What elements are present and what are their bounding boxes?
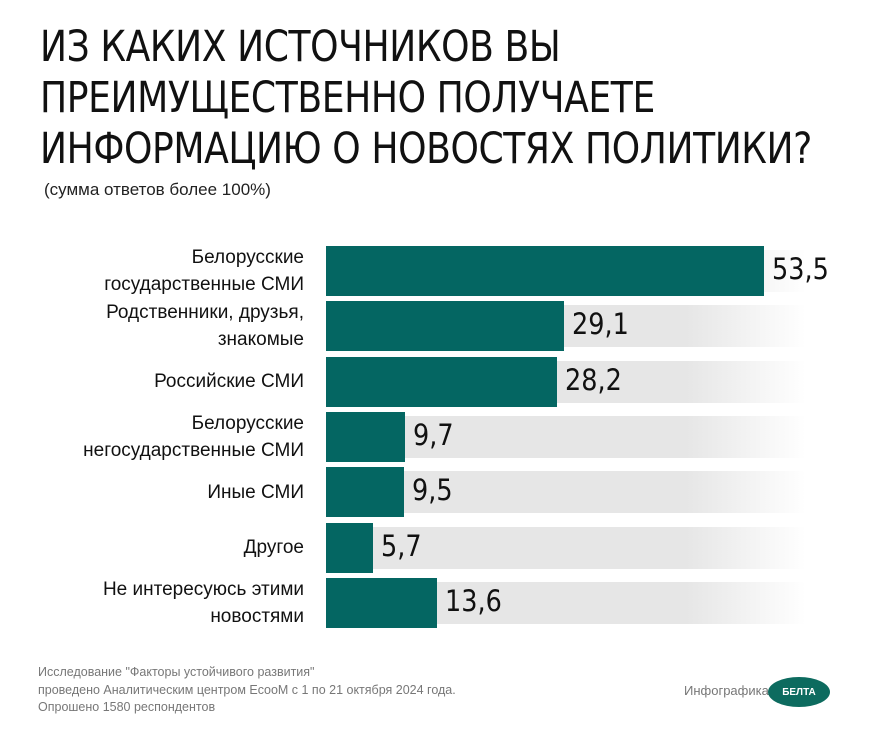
category-label-line: Не интересуюсь этими: [102, 578, 304, 600]
footer-line: Опрошено 1580 респондентов: [38, 700, 216, 714]
title-line: ПРЕИМУЩЕСТВЕННО ПОЛУЧАЕТЕ: [40, 73, 655, 123]
belta-logo: БЕЛТА: [768, 677, 830, 707]
category-label-line: негосударственные СМИ: [83, 439, 304, 461]
bar-track: [326, 415, 806, 458]
category-label: Иные СМИ: [4, 467, 304, 517]
data-label: 9,7: [413, 417, 454, 452]
bar: [326, 411, 406, 462]
category-label-line: Белорусские: [191, 412, 304, 434]
footer-line: проведено Аналитическим центром EcooM с …: [38, 682, 456, 697]
category-label: Белорусские государственные СМИ: [4, 246, 304, 296]
chart-subtitle: (сумма ответов более 100%): [44, 180, 271, 199]
category-label: Не интересуюсь этими новостями: [4, 578, 304, 628]
footer-note: Исследование "Факторы устойчивого развит…: [38, 664, 456, 717]
category-label: Другое: [4, 523, 304, 573]
bar: [326, 522, 373, 573]
category-label-line: Иные СМИ: [207, 481, 304, 503]
title-line: ИЗ КАКИХ ИСТОЧНИКОВ ВЫ: [40, 22, 561, 72]
data-label: 5,7: [380, 528, 422, 563]
category-label: Родственники, друзья, знакомые: [4, 301, 304, 351]
category-label-line: Российские СМИ: [154, 371, 304, 393]
data-label: 28,2: [564, 362, 622, 397]
category-label: Белорусские негосударственные СМИ: [4, 412, 304, 462]
bar: [326, 246, 764, 296]
data-label: 13,6: [445, 583, 503, 618]
category-label-line: Белорусские: [191, 247, 304, 268]
data-label: 53,5: [772, 252, 829, 286]
bar: [326, 356, 557, 407]
bar: [326, 301, 565, 352]
chart-title: ИЗ КАКИХ ИСТОЧНИКОВ ВЫ ПРЕИМУЩЕСТВЕННО П…: [40, 22, 812, 175]
category-label-line: знакомые: [217, 329, 304, 351]
category-label: Российские СМИ: [4, 357, 304, 407]
title-line: ИНФОРМАЦИЮ О НОВОСТЯХ ПОЛИТИКИ?: [40, 124, 812, 174]
footer-line: Исследование "Факторы устойчивого развит…: [38, 665, 315, 679]
data-label: 9,5: [411, 473, 453, 508]
category-label-line: новостями: [210, 605, 304, 627]
bar: [326, 577, 438, 628]
category-label-line: государственные СМИ: [104, 274, 304, 295]
category-label-line: Родственники, друзья,: [106, 302, 304, 324]
logo-text: БЕЛТА: [782, 686, 816, 698]
category-label-line: Другое: [243, 537, 304, 558]
data-label: 29,1: [572, 307, 630, 342]
bar-track: [326, 471, 806, 514]
bar-track: [326, 526, 806, 569]
credit-label: Инфографика: [684, 683, 769, 698]
bar: [326, 467, 404, 518]
